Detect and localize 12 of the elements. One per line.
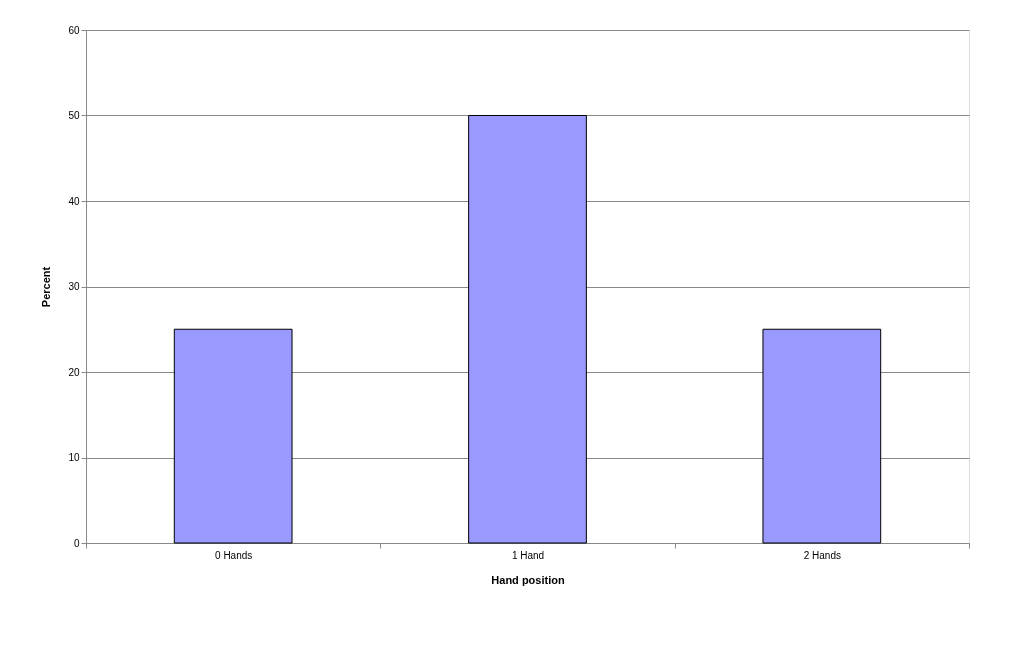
y-tick-label: 40	[68, 195, 80, 207]
y-tick-label: 0	[73, 537, 80, 549]
x-axis-title: Hand position	[491, 573, 565, 586]
y-tick-label: 60	[68, 24, 80, 36]
y-tick-label: 20	[68, 366, 80, 378]
x-tick-label: 0 Hands	[215, 549, 253, 561]
x-tick-label: 1 Hand	[511, 549, 545, 561]
y-tick-label: 50	[68, 110, 80, 121]
y-tick-label: 10	[68, 452, 80, 463]
x-tick-label: 2 Hands	[803, 549, 841, 561]
y-axis-title: Percent	[40, 266, 53, 308]
y-tick-label: 30	[68, 281, 80, 292]
